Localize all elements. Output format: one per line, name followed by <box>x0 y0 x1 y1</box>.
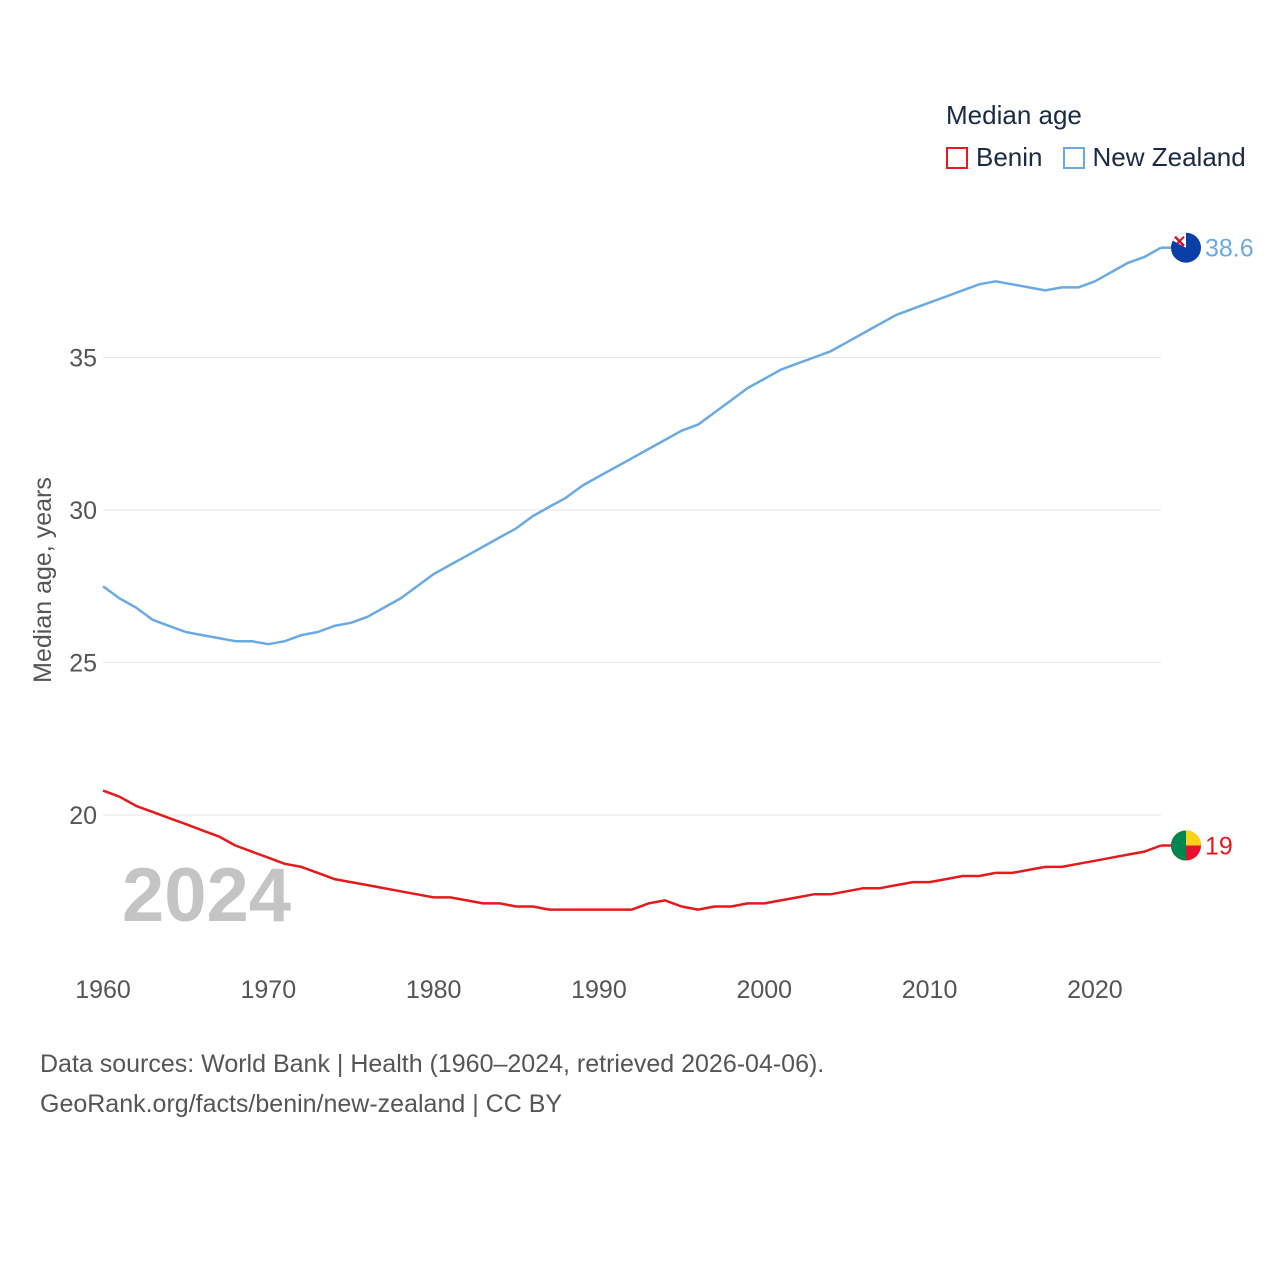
line-chart: 20 25 30 35 1960 1970 1980 1990 2000 2010 2020 Me… <box>29 232 1254 1004</box>
x-tick-2010: 2010 <box>902 976 958 1004</box>
series-line-new-zealand[interactable] <box>102 246 1162 646</box>
y-tick-35: 35 <box>69 345 97 373</box>
end-markers: 38.6 19 <box>1161 232 1254 861</box>
data-source-note: Data sources: World Bank | Health (1960–… <box>40 1044 824 1124</box>
legend-item-new-zealand[interactable]: New Zealand <box>1062 142 1246 173</box>
flag-icon-benin <box>1171 830 1201 861</box>
y-axis-label: Median age, years <box>29 477 57 683</box>
legend-label-new-zealand: New Zealand <box>1092 142 1246 172</box>
series-lines <box>102 246 1162 911</box>
y-tick-30: 30 <box>69 497 97 525</box>
y-tick-20: 20 <box>69 802 97 830</box>
end-label-benin: 19 <box>1205 833 1233 861</box>
x-tick-1970: 1970 <box>241 976 297 1004</box>
x-tick-1980: 1980 <box>406 976 462 1004</box>
legend-swatch-new-zealand <box>1062 146 1085 169</box>
gridlines <box>103 357 1161 816</box>
end-label-new-zealand: 38.6 <box>1205 235 1254 263</box>
x-tick-1960: 1960 <box>75 976 131 1004</box>
legend-swatch-benin <box>946 146 968 169</box>
legend-label-benin: Benin <box>976 142 1043 172</box>
x-tick-1990: 1990 <box>571 976 627 1004</box>
y-tick-25: 25 <box>69 650 97 678</box>
legend-item-benin[interactable]: Benin <box>946 142 1043 173</box>
year-watermark: 2024 <box>122 853 291 938</box>
flag-icon-new-zealand <box>1171 232 1201 263</box>
legend: Benin New Zealand <box>946 142 1266 173</box>
x-tick-labels: 1960 1970 1980 1990 2000 2010 2020 <box>75 976 1123 1004</box>
y-tick-labels: 20 25 30 35 <box>69 345 97 831</box>
legend-title: Median age <box>946 100 1082 130</box>
source-line-2[interactable]: GeoRank.org/facts/benin/new-zealand | CC… <box>40 1090 563 1118</box>
x-tick-2000: 2000 <box>736 976 792 1004</box>
x-tick-2020: 2020 <box>1067 976 1123 1004</box>
series-line-benin[interactable] <box>102 789 1162 911</box>
source-line-1: Data sources: World Bank | Health (1960–… <box>40 1050 825 1078</box>
